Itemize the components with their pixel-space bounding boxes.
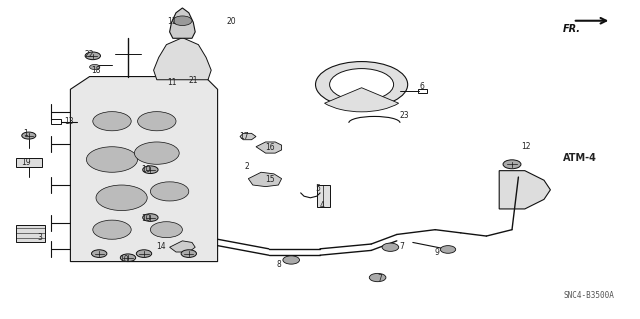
- Text: 21: 21: [189, 76, 198, 85]
- Text: 8: 8: [276, 260, 281, 269]
- Text: 22: 22: [85, 50, 94, 59]
- Circle shape: [96, 185, 147, 211]
- Text: 9: 9: [434, 248, 439, 256]
- Text: 15: 15: [265, 175, 275, 184]
- Text: 7: 7: [399, 242, 404, 251]
- Text: 18: 18: [92, 66, 100, 75]
- Text: 10: 10: [119, 256, 129, 264]
- Text: 11: 11: [167, 78, 176, 87]
- Text: 10: 10: [141, 214, 151, 223]
- Circle shape: [93, 112, 131, 131]
- Text: 20: 20: [227, 17, 237, 26]
- Text: 19: 19: [20, 158, 31, 167]
- Text: 1: 1: [23, 130, 28, 138]
- Circle shape: [330, 69, 394, 100]
- Circle shape: [93, 220, 131, 239]
- Circle shape: [134, 142, 179, 164]
- Circle shape: [150, 182, 189, 201]
- Polygon shape: [240, 133, 256, 140]
- Text: 10: 10: [141, 165, 151, 174]
- Circle shape: [503, 160, 521, 169]
- Circle shape: [143, 214, 158, 221]
- Text: 14: 14: [156, 242, 166, 251]
- Polygon shape: [170, 8, 195, 38]
- Circle shape: [92, 250, 107, 257]
- Circle shape: [173, 16, 192, 26]
- Circle shape: [181, 250, 196, 257]
- Polygon shape: [256, 142, 282, 153]
- Text: 2: 2: [244, 162, 249, 171]
- Circle shape: [150, 222, 182, 238]
- Text: ATM-4: ATM-4: [563, 153, 597, 163]
- Circle shape: [143, 166, 158, 174]
- Bar: [16, 158, 42, 167]
- Circle shape: [283, 256, 300, 264]
- Circle shape: [85, 52, 100, 60]
- Circle shape: [138, 112, 176, 131]
- Polygon shape: [499, 171, 550, 209]
- Text: 16: 16: [265, 143, 275, 152]
- Text: 6: 6: [420, 82, 425, 91]
- Circle shape: [382, 243, 399, 251]
- Text: 4: 4: [319, 201, 324, 210]
- Circle shape: [120, 254, 136, 262]
- Text: 23: 23: [399, 111, 410, 120]
- Circle shape: [136, 250, 152, 257]
- Circle shape: [86, 147, 138, 172]
- Polygon shape: [170, 241, 195, 252]
- Bar: [16, 225, 45, 242]
- Text: 7: 7: [377, 274, 382, 283]
- Polygon shape: [70, 77, 218, 262]
- Polygon shape: [317, 185, 330, 207]
- Circle shape: [316, 62, 408, 108]
- Wedge shape: [324, 88, 399, 112]
- Bar: [417, 89, 428, 93]
- Polygon shape: [154, 38, 211, 80]
- Polygon shape: [248, 172, 282, 187]
- Circle shape: [440, 246, 456, 253]
- Text: SNC4-B3500A: SNC4-B3500A: [564, 292, 614, 300]
- Text: 3: 3: [37, 233, 42, 242]
- Text: 17: 17: [239, 132, 250, 141]
- Circle shape: [369, 273, 386, 282]
- Text: 11: 11: [167, 17, 176, 26]
- Circle shape: [90, 64, 100, 70]
- Text: 12: 12: [522, 142, 531, 151]
- Text: FR.: FR.: [563, 24, 581, 34]
- Text: 5: 5: [316, 184, 321, 193]
- Bar: [51, 119, 61, 124]
- Text: 13: 13: [64, 117, 74, 126]
- Circle shape: [22, 132, 36, 139]
